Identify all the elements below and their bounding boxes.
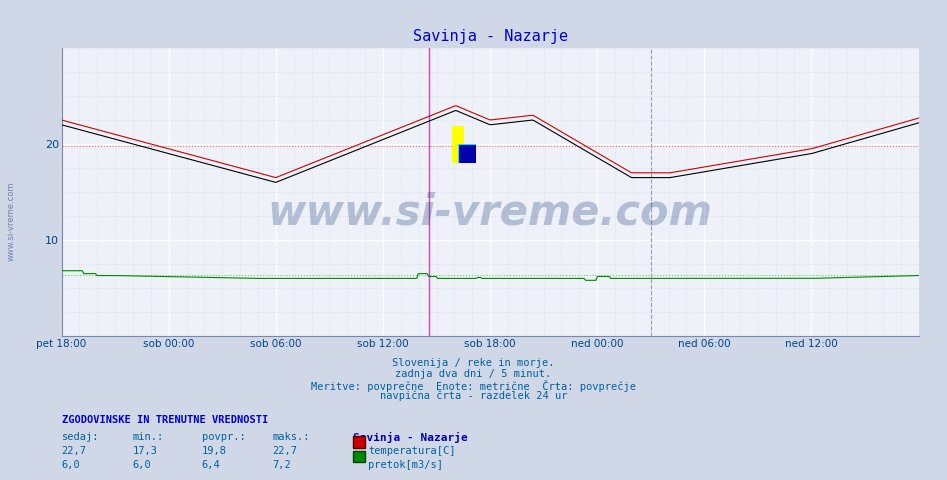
Text: povpr.:: povpr.: — [202, 432, 245, 442]
Text: 6,4: 6,4 — [202, 460, 221, 470]
Text: maks.:: maks.: — [273, 432, 311, 442]
Text: Slovenija / reke in morje.: Slovenija / reke in morje. — [392, 358, 555, 368]
Text: 7,2: 7,2 — [273, 460, 292, 470]
Text: 6,0: 6,0 — [62, 460, 80, 470]
Title: Savinja - Nazarje: Savinja - Nazarje — [413, 29, 567, 44]
Text: sedaj:: sedaj: — [62, 432, 99, 442]
Text: www.si-vreme.com: www.si-vreme.com — [7, 181, 16, 261]
Text: navpična črta - razdelek 24 ur: navpična črta - razdelek 24 ur — [380, 391, 567, 401]
Text: 22,7: 22,7 — [273, 446, 297, 456]
Text: 19,8: 19,8 — [202, 446, 226, 456]
Text: 22,7: 22,7 — [62, 446, 86, 456]
Text: Meritve: povprečne  Enote: metrične  Črta: povprečje: Meritve: povprečne Enote: metrične Črta:… — [311, 380, 636, 392]
Text: 17,3: 17,3 — [133, 446, 157, 456]
Text: ZGODOVINSKE IN TRENUTNE VREDNOSTI: ZGODOVINSKE IN TRENUTNE VREDNOSTI — [62, 415, 268, 425]
Text: temperatura[C]: temperatura[C] — [368, 446, 456, 456]
Text: pretok[m3/s]: pretok[m3/s] — [368, 460, 443, 470]
Text: min.:: min.: — [133, 432, 164, 442]
Text: Savinja - Nazarje: Savinja - Nazarje — [353, 432, 468, 443]
Text: zadnja dva dni / 5 minut.: zadnja dva dni / 5 minut. — [396, 369, 551, 379]
Bar — [457, 144, 475, 163]
Text: 6,0: 6,0 — [133, 460, 152, 470]
Text: www.si-vreme.com: www.si-vreme.com — [268, 191, 712, 233]
Bar — [452, 126, 464, 163]
Bar — [458, 145, 475, 163]
